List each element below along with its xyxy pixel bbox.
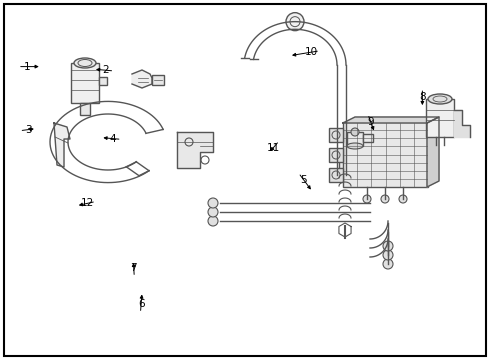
Circle shape	[381, 195, 389, 203]
Polygon shape	[427, 117, 439, 187]
Circle shape	[208, 207, 218, 217]
Text: 3: 3	[25, 125, 32, 135]
Text: 11: 11	[267, 143, 280, 153]
Ellipse shape	[74, 58, 96, 68]
Circle shape	[383, 241, 393, 251]
Polygon shape	[177, 132, 213, 168]
Circle shape	[399, 195, 407, 203]
Bar	[80, 103, 90, 115]
Text: 4: 4	[109, 134, 116, 144]
Bar	[329, 148, 343, 162]
Text: 5: 5	[300, 175, 307, 185]
Polygon shape	[454, 110, 470, 137]
Bar	[152, 75, 164, 85]
Text: 8: 8	[419, 92, 426, 102]
Text: 10: 10	[305, 47, 318, 57]
Circle shape	[286, 13, 304, 31]
Polygon shape	[343, 117, 439, 123]
Text: 6: 6	[138, 299, 145, 309]
Ellipse shape	[428, 94, 452, 104]
Polygon shape	[54, 123, 70, 167]
Circle shape	[383, 250, 393, 260]
Bar	[347, 132, 363, 146]
Bar	[339, 153, 351, 173]
Text: 7: 7	[130, 263, 137, 273]
Circle shape	[383, 259, 393, 269]
Circle shape	[208, 216, 218, 226]
Circle shape	[351, 128, 359, 136]
Bar	[71, 63, 99, 103]
Bar	[343, 122, 428, 187]
Bar	[99, 77, 107, 85]
Bar	[363, 134, 373, 142]
Ellipse shape	[347, 143, 363, 149]
Bar	[329, 168, 343, 182]
Bar	[329, 128, 343, 142]
Bar	[426, 99, 454, 137]
Circle shape	[363, 195, 371, 203]
Text: 1: 1	[24, 62, 30, 72]
Text: 9: 9	[368, 117, 374, 127]
Circle shape	[208, 198, 218, 208]
Text: 12: 12	[80, 198, 94, 208]
Polygon shape	[132, 70, 152, 88]
Text: 2: 2	[102, 65, 109, 75]
